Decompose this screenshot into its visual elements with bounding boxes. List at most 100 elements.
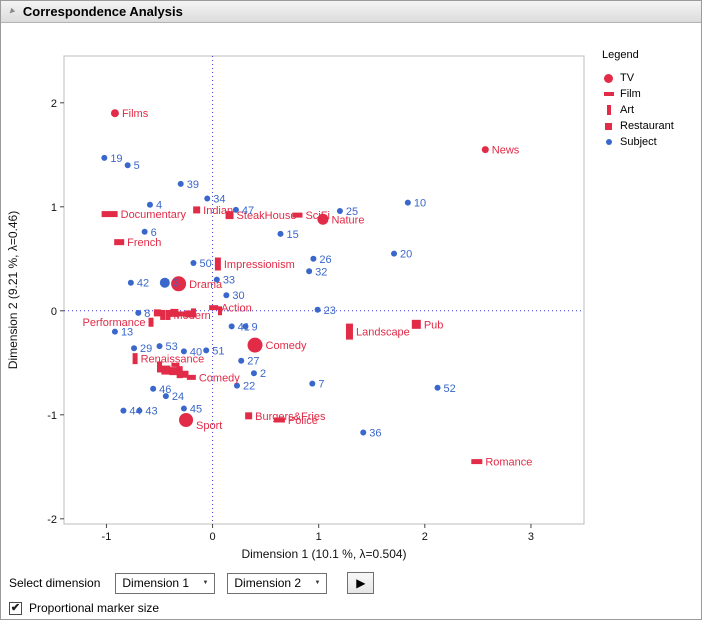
data-point-subject[interactable] bbox=[336, 207, 343, 214]
data-point-subject[interactable] bbox=[213, 276, 220, 283]
data-point-film[interactable] bbox=[292, 212, 303, 218]
data-point-film[interactable] bbox=[176, 311, 186, 317]
data-point-subject[interactable] bbox=[310, 255, 317, 262]
point-label: 5 bbox=[134, 160, 140, 172]
data-point-subject[interactable] bbox=[127, 279, 134, 286]
data-point-film[interactable] bbox=[186, 374, 196, 380]
data-point-subject[interactable] bbox=[120, 407, 127, 414]
disclosure-triangle-icon[interactable]: ▼ bbox=[5, 4, 19, 18]
point-label: Impressionism bbox=[224, 259, 295, 271]
data-point-subject[interactable] bbox=[141, 228, 148, 235]
data-point-art[interactable] bbox=[214, 257, 221, 271]
data-point-subject[interactable] bbox=[177, 180, 184, 187]
legend-item-restaurant[interactable]: Restaurant bbox=[602, 118, 674, 134]
point-label: 50 bbox=[199, 258, 211, 270]
data-point-subject[interactable] bbox=[136, 407, 143, 414]
data-point-subject[interactable] bbox=[360, 429, 367, 436]
chevron-down-icon: ▼ bbox=[202, 580, 209, 586]
data-point-subject[interactable] bbox=[238, 357, 245, 364]
data-point-art[interactable] bbox=[218, 306, 222, 316]
data-point-restaurant[interactable] bbox=[153, 309, 161, 317]
data-point-film[interactable] bbox=[171, 362, 180, 367]
data-point-restaurant[interactable] bbox=[181, 370, 189, 378]
proportional-marker-row: ✔ Proportional marker size bbox=[9, 601, 159, 615]
data-point-restaurant[interactable] bbox=[170, 308, 179, 317]
data-point-tv[interactable] bbox=[317, 213, 329, 225]
data-point-subject[interactable] bbox=[135, 309, 142, 316]
x-axis-title: Dimension 1 (10.1 %, λ=0.504) bbox=[241, 547, 406, 561]
data-point-restaurant[interactable] bbox=[193, 206, 201, 214]
data-point-subject[interactable] bbox=[190, 259, 197, 266]
point-label: 30 bbox=[232, 290, 244, 302]
data-point-subject[interactable] bbox=[203, 347, 210, 354]
data-point-film[interactable] bbox=[209, 305, 219, 311]
data-point-art[interactable] bbox=[148, 317, 154, 327]
data-point-subject[interactable] bbox=[306, 268, 313, 275]
data-point-subject[interactable] bbox=[242, 323, 249, 330]
data-point-subject[interactable] bbox=[250, 370, 257, 377]
data-point-art[interactable] bbox=[165, 309, 171, 320]
data-point-art[interactable] bbox=[176, 366, 183, 379]
report-titlebar[interactable]: ▼ Correspondence Analysis bbox=[1, 1, 701, 23]
data-point-subject[interactable] bbox=[434, 384, 441, 391]
data-point-subject[interactable] bbox=[277, 230, 284, 237]
data-point-subject[interactable] bbox=[223, 292, 230, 299]
data-point-subject[interactable] bbox=[111, 328, 118, 335]
data-point-restaurant[interactable] bbox=[245, 412, 253, 420]
data-point-restaurant[interactable] bbox=[225, 211, 234, 220]
data-point-subject[interactable] bbox=[404, 199, 411, 206]
data-point-restaurant[interactable] bbox=[169, 367, 178, 376]
data-point-subject[interactable] bbox=[156, 343, 163, 350]
data-point-subject[interactable] bbox=[180, 405, 187, 412]
data-point-subject[interactable] bbox=[159, 277, 170, 288]
legend-item-subject[interactable]: Subject bbox=[602, 134, 674, 150]
data-point-subject[interactable] bbox=[204, 195, 211, 202]
data-point-tv[interactable] bbox=[179, 413, 194, 427]
data-point-subject[interactable] bbox=[232, 206, 239, 213]
dimension-1-dropdown[interactable]: Dimension 1 ▼ bbox=[115, 572, 216, 594]
data-point-tv[interactable] bbox=[481, 146, 489, 154]
legend-item-label: TV bbox=[620, 72, 635, 84]
legend-item-label: Restaurant bbox=[620, 120, 674, 132]
data-point-tv[interactable] bbox=[110, 109, 119, 118]
data-point-tv[interactable] bbox=[171, 276, 187, 292]
data-point-film[interactable] bbox=[273, 417, 285, 423]
circle-marker-icon bbox=[602, 73, 615, 83]
data-point-restaurant[interactable] bbox=[184, 310, 192, 318]
data-point-restaurant[interactable] bbox=[161, 365, 171, 375]
data-point-art[interactable] bbox=[190, 308, 196, 318]
data-point-subject[interactable] bbox=[180, 348, 187, 355]
data-point-subject[interactable] bbox=[124, 162, 131, 169]
data-point-art[interactable] bbox=[132, 353, 138, 365]
legend-item-label: Subject bbox=[620, 136, 657, 148]
point-label: Romance bbox=[485, 457, 532, 469]
proportional-marker-checkbox[interactable]: ✔ bbox=[9, 601, 22, 615]
dot-marker-icon bbox=[602, 139, 615, 145]
data-point-art[interactable] bbox=[160, 309, 166, 320]
data-point-subject[interactable] bbox=[314, 306, 321, 313]
data-point-art[interactable] bbox=[157, 361, 163, 373]
data-point-subject[interactable] bbox=[146, 201, 153, 208]
data-point-tv[interactable] bbox=[247, 337, 263, 353]
legend-item-art[interactable]: Art bbox=[602, 102, 674, 118]
data-point-art[interactable] bbox=[345, 323, 353, 340]
data-point-subject[interactable] bbox=[131, 345, 138, 352]
legend-item-film[interactable]: Film bbox=[602, 86, 674, 102]
y-axis-title: Dimension 2 (9.21 %, λ=0.46) bbox=[6, 211, 20, 369]
data-point-subject[interactable] bbox=[233, 382, 240, 389]
data-point-subject[interactable] bbox=[162, 393, 169, 400]
data-point-subject[interactable] bbox=[391, 250, 398, 257]
data-point-subject[interactable] bbox=[228, 323, 235, 330]
data-point-subject[interactable] bbox=[101, 154, 108, 161]
data-point-film[interactable] bbox=[471, 459, 483, 465]
data-point-film[interactable] bbox=[114, 239, 125, 246]
data-point-subject[interactable] bbox=[309, 380, 316, 387]
data-point-subject[interactable] bbox=[150, 385, 157, 392]
point-label: 33 bbox=[223, 275, 235, 287]
data-point-film[interactable] bbox=[101, 211, 118, 218]
dimension-2-dropdown[interactable]: Dimension 2 ▼ bbox=[227, 572, 328, 594]
apply-dimensions-button[interactable]: ▶ bbox=[347, 572, 375, 594]
data-point-restaurant[interactable] bbox=[411, 319, 421, 329]
legend-item-tv[interactable]: TV bbox=[602, 70, 674, 86]
